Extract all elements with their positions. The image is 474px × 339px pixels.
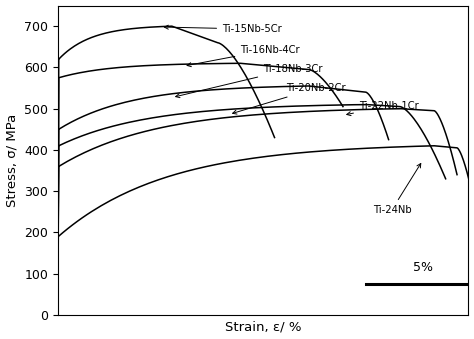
Text: Ti-20Nb-2Cr: Ti-20Nb-2Cr [233, 83, 346, 114]
Text: Ti-15Nb-5Cr: Ti-15Nb-5Cr [164, 24, 282, 34]
Text: 5%: 5% [413, 261, 433, 275]
Text: Ti-24Nb: Ti-24Nb [373, 163, 421, 215]
Text: Ti-16Nb-4Cr: Ti-16Nb-4Cr [187, 45, 300, 67]
Text: Ti-18Nb-3Cr: Ti-18Nb-3Cr [176, 64, 323, 98]
X-axis label: Strain, ε/ %: Strain, ε/ % [225, 320, 301, 334]
Text: Ti-22Nb-1Cr: Ti-22Nb-1Cr [347, 101, 419, 116]
Y-axis label: Stress, σ/ MPa: Stress, σ/ MPa [6, 114, 18, 207]
